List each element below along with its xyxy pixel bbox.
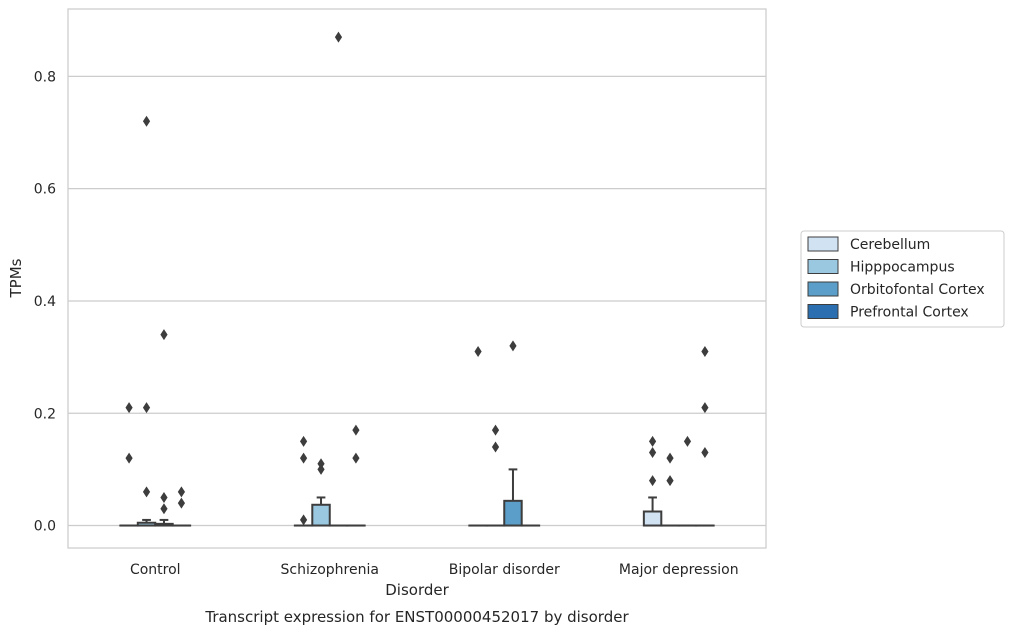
outlier-point [701,447,709,459]
outlier-point [474,345,482,357]
x-tick-labels: Control Schizophrenia Bipolar disorder Majo… [130,562,739,578]
legend-label: Orbitofontal Cortex [850,282,985,298]
outlier-point [160,329,168,341]
box [503,499,523,527]
outlier-point [125,402,133,414]
box-group [695,345,715,527]
outlier-point [125,452,133,464]
plot-frame [67,8,767,549]
legend-swatch [807,236,839,252]
outlier-point [317,463,325,475]
y-axis-title: TPMs [7,258,25,298]
box-group [311,458,331,527]
chart-title: Transcript expression for ENST0000045201… [204,608,629,626]
legend: Cerebellum Hipppocampus Orbitofontal Corte… [800,230,1005,328]
gridlines [68,75,766,527]
outlier-point [317,458,325,470]
legend-label: Cerebellum [850,237,930,253]
outlier-point [683,435,692,447]
box-group [468,345,488,527]
y-tick-labels: 0.0 0.2 0.4 0.6 0.8 [34,69,56,534]
x-tick-label: Control [130,562,181,578]
y-tick-label: 0.8 [34,69,56,85]
box-group [485,424,506,527]
legend-entries: Cerebellum Hipppocampus Orbitofontal Corte… [807,236,985,321]
x-tick-label: Schizophrenia [281,562,379,578]
legend-swatch [807,259,839,274]
outlier-point [142,402,151,414]
box-group [154,329,174,527]
y-tick-label: 0.4 [34,294,56,310]
y-tick-label: 0.6 [34,182,56,198]
x-tick-label: Major depression [619,562,739,578]
outlier-point [701,402,709,414]
box-group [642,435,663,527]
outlier-point [648,447,657,459]
y-tick-label: 0.2 [34,406,56,422]
box [311,503,331,527]
box [642,510,663,527]
box-group [119,402,139,527]
x-tick-label: Bipolar disorder [449,562,560,578]
boxes [119,31,715,527]
legend-label: Prefrontal Cortex [850,305,969,321]
outlier-point [648,475,657,487]
box-group [328,31,349,527]
outlier-point [160,503,168,515]
box-group [346,424,366,527]
box-group [677,435,698,527]
outlier-point [334,31,343,43]
box-group [171,486,192,527]
box-group [660,452,680,527]
outlier-point [299,514,308,526]
outlier-point [701,345,709,357]
outlier-point [666,452,674,464]
outlier-point [352,452,360,464]
outlier-point [142,486,151,498]
outlier-point [299,435,308,447]
outlier-point [299,452,308,464]
outlier-point [491,424,500,436]
box-group [503,340,523,527]
legend-label: Hipppocampus [850,260,955,276]
outlier-point [142,115,151,127]
box-group [136,115,157,527]
legend-swatch [807,281,839,297]
outlier-point [177,486,186,498]
outlier-point [352,424,360,436]
outlier-point [491,441,500,453]
box-group [293,435,314,527]
x-axis-title: Disorder [385,581,449,599]
legend-swatch [807,304,839,319]
outlier-point [177,497,186,509]
outlier-point [160,491,168,503]
outlier-point [509,340,517,352]
outlier-point [666,475,674,487]
legend-frame [800,230,1005,328]
outlier-point [648,435,657,447]
y-tick-label: 0.0 [34,519,56,535]
